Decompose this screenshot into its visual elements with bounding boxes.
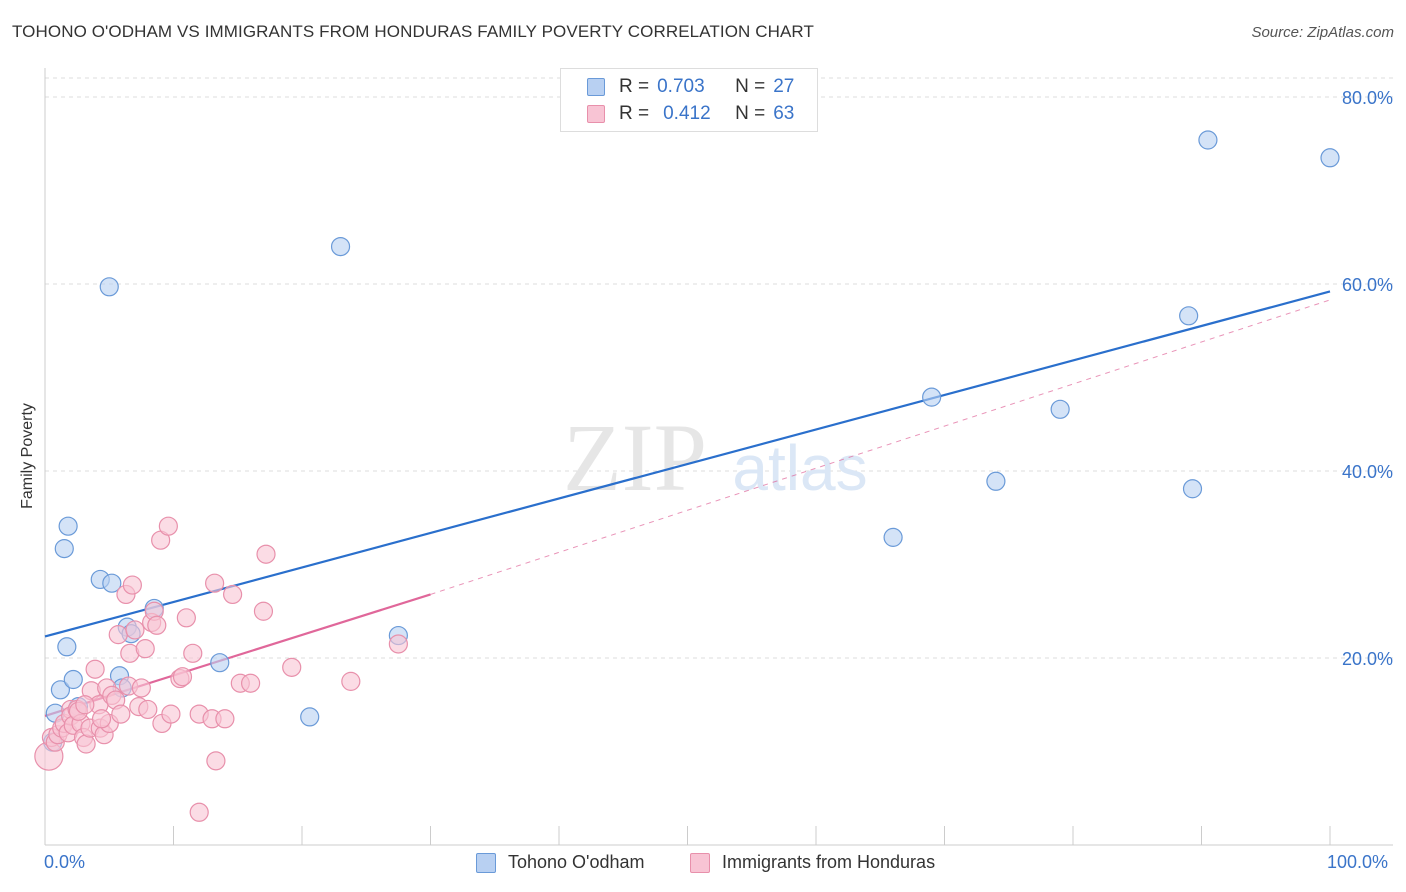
legend-n-value: 27 <box>773 76 795 97</box>
honduras-point <box>76 734 96 754</box>
honduras-point <box>111 704 131 724</box>
tohono-point <box>99 277 119 297</box>
tohono-point <box>57 637 77 657</box>
honduras-point <box>206 751 226 771</box>
honduras-point <box>241 673 261 693</box>
chart-title: TOHONO O'ODHAM VS IMMIGRANTS FROM HONDUR… <box>12 22 814 41</box>
honduras-point <box>256 544 276 564</box>
honduras-point <box>158 516 178 536</box>
legend-r-value: 0.412 <box>663 103 711 124</box>
honduras-point <box>253 601 274 621</box>
tohono-point <box>210 653 230 673</box>
honduras-point <box>131 678 151 698</box>
tohono-point <box>1198 130 1218 150</box>
honduras-point <box>161 704 181 724</box>
honduras-trend-extension <box>430 299 1331 595</box>
y-axis-label: Family Poverty <box>19 403 36 509</box>
bottom-legend-swatch-pink <box>690 852 710 873</box>
tohono-point <box>330 237 351 257</box>
grid-layer <box>45 77 1393 659</box>
y-tick-labels: 20.0% 40.0% 60.0% 80.0% <box>1342 88 1393 669</box>
honduras-point <box>183 643 203 663</box>
honduras-point <box>125 620 145 640</box>
tohono-point <box>922 387 942 407</box>
honduras-point <box>205 573 225 593</box>
legend-row-tohono: R = 0.703 N = 27 <box>587 75 794 99</box>
bottom-legend-label: Immigrants from Honduras <box>722 852 936 872</box>
tohono-point <box>300 707 320 727</box>
tohono-point <box>54 539 74 559</box>
bottom-legend-label: Tohono O'odham <box>508 852 645 872</box>
legend-n-label: N = <box>735 103 766 124</box>
correlation-legend: R = 0.703 N = 27 R = 0.412 N = 63 <box>560 68 818 132</box>
legend-r-value: 0.703 <box>657 76 705 97</box>
legend-swatch-blue <box>587 78 605 96</box>
y-tick-label: 60.0% <box>1342 275 1393 295</box>
honduras-point <box>341 671 361 691</box>
tohono-point <box>58 516 78 536</box>
honduras-point <box>176 608 196 628</box>
honduras-point <box>388 634 408 654</box>
honduras-point <box>138 699 158 720</box>
point-layer <box>34 130 1340 822</box>
legend-n-label: N = <box>735 76 766 97</box>
honduras-point <box>75 695 95 715</box>
honduras-point <box>147 615 167 635</box>
honduras-point <box>215 709 235 729</box>
x-tick-label-min: 0.0% <box>44 852 86 872</box>
x-tick-label-max: 100.0% <box>1327 852 1389 872</box>
bottom-legend-swatch-blue <box>476 852 496 873</box>
tohono-point <box>1179 306 1199 326</box>
y-tick-label: 20.0% <box>1342 649 1393 669</box>
tohono-point <box>986 471 1006 491</box>
tohono-trend-line <box>44 290 1331 638</box>
bottom-legend: Tohono O'odham Immigrants from Honduras <box>0 852 1406 876</box>
watermark-zip: ZIP <box>563 404 707 511</box>
legend-r-label: R = <box>619 103 650 124</box>
y-tick-label: 40.0% <box>1342 462 1393 482</box>
honduras-point <box>85 659 105 679</box>
y-tick-label: 80.0% <box>1342 88 1393 108</box>
tohono-point <box>1320 148 1340 168</box>
bottom-legend-item-honduras: Immigrants from Honduras <box>690 852 935 873</box>
honduras-point <box>91 709 112 729</box>
bottom-legend-item-tohono: Tohono O'odham <box>476 852 645 873</box>
honduras-point <box>135 639 155 659</box>
tohono-point <box>102 573 122 593</box>
tohono-point <box>1182 479 1203 499</box>
legend-r-label: R = <box>619 76 650 97</box>
legend-row-honduras: R = 0.412 N = 63 <box>587 102 794 126</box>
legend-n-value: 63 <box>773 103 795 124</box>
watermark-atlas: atlas <box>732 432 867 504</box>
tohono-point <box>1050 399 1070 419</box>
tohono-point <box>883 527 903 547</box>
watermark: ZIP atlas <box>563 404 868 511</box>
honduras-point <box>223 584 243 605</box>
honduras-point <box>282 657 302 677</box>
legend-swatch-pink <box>587 105 605 123</box>
source-label: Source: ZipAtlas.com <box>1251 24 1394 41</box>
honduras-point <box>122 575 142 595</box>
honduras-point <box>189 802 209 822</box>
tohono-point <box>63 669 83 690</box>
honduras-point <box>172 667 193 687</box>
tohono-point <box>50 680 71 700</box>
honduras-point <box>108 625 128 645</box>
